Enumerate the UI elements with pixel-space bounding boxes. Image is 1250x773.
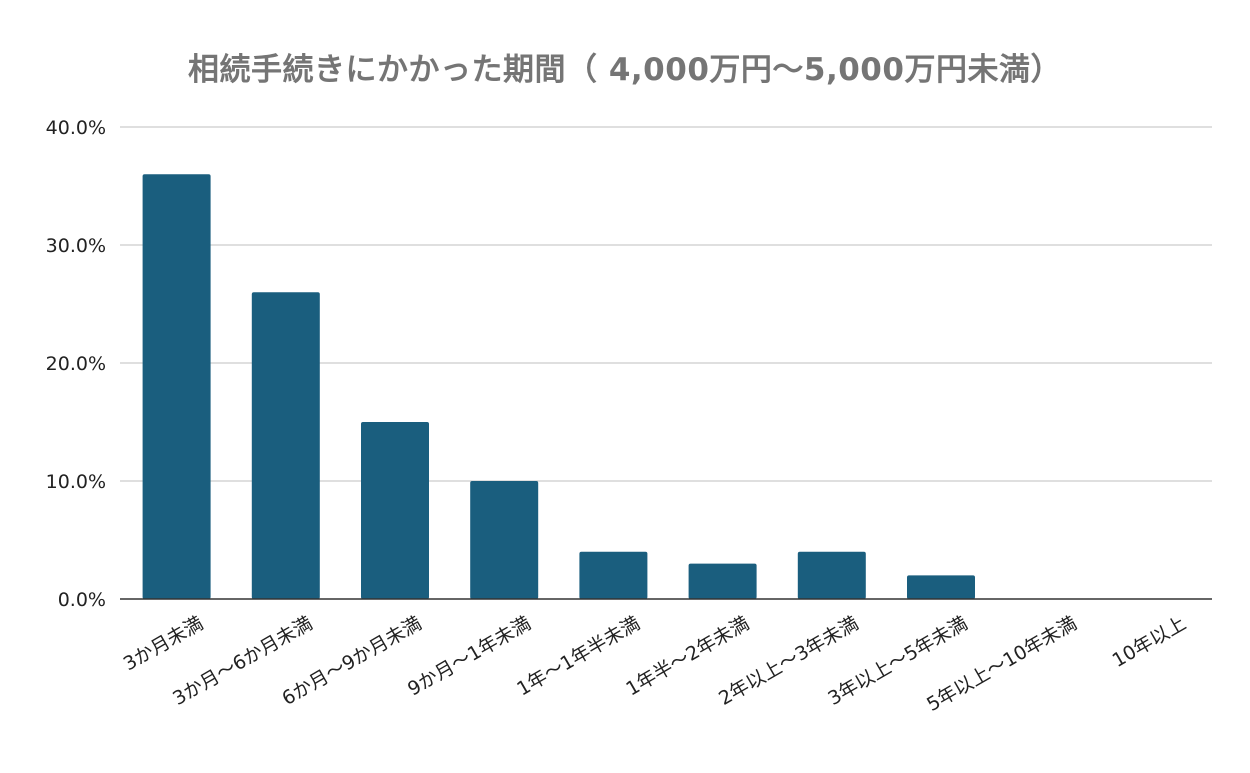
y-tick-label: 40.0% [46, 117, 106, 139]
x-tick-label: 10年以上 [1109, 612, 1190, 672]
bar [361, 422, 429, 599]
bar [907, 575, 975, 599]
bar [688, 563, 757, 599]
x-tick-label: 9か月～1年未満 [404, 612, 535, 700]
bar [579, 551, 648, 599]
y-tick-label: 30.0% [46, 235, 106, 257]
y-tick-label: 20.0% [46, 353, 106, 375]
y-tick-label: 0.0% [58, 589, 106, 611]
bar [251, 292, 320, 599]
bar [142, 174, 211, 599]
x-tick-label: 3か月未満 [120, 612, 207, 675]
bar [470, 481, 539, 599]
x-tick-label: 1年～1年半未満 [513, 612, 644, 700]
chart-title: 相続手続きにかかった期間（ 4,000万円～5,000万円未満） [188, 52, 1062, 88]
y-tick-label: 10.0% [46, 471, 106, 493]
bar [797, 551, 866, 599]
